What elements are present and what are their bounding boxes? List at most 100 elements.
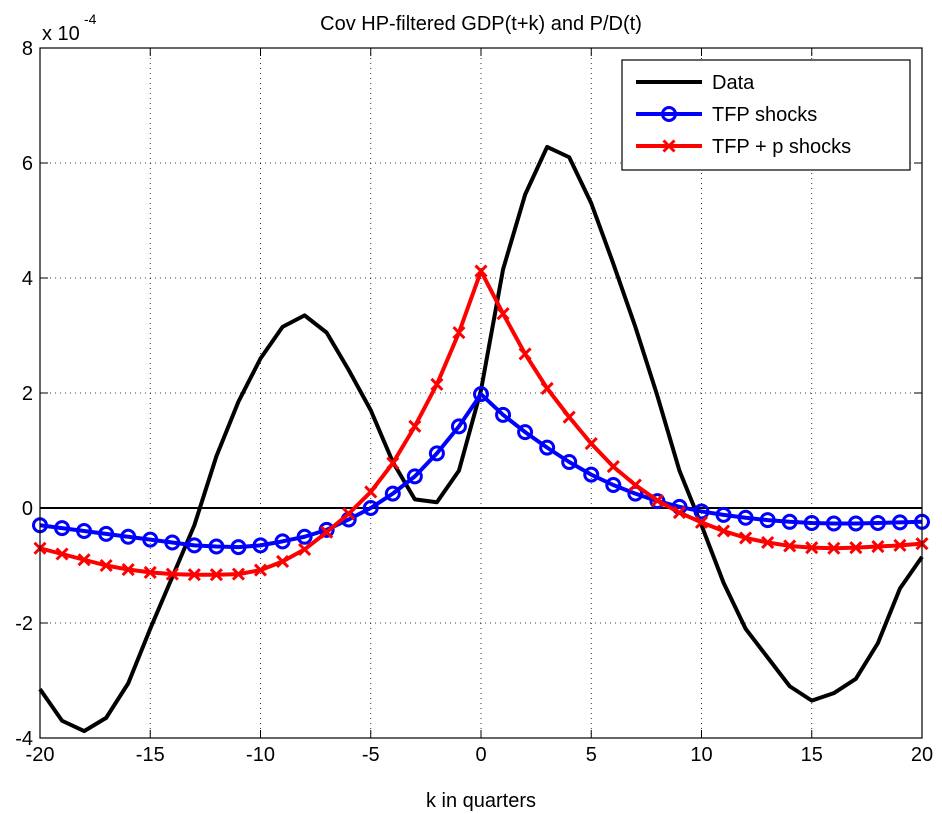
data-point-tfp-p-shocks [871, 539, 885, 554]
legend-label: Data [712, 72, 755, 94]
scale-factor-exponent: -4 [84, 11, 97, 27]
data-point-tfp-shocks [54, 520, 71, 537]
data-point-tfp-p-shocks [694, 515, 709, 529]
data-point-tfp-shocks [450, 418, 467, 435]
data-point-tfp-p-shocks [430, 377, 444, 391]
data-point-tfp-p-shocks [320, 525, 334, 539]
data-point-tfp-p-shocks [77, 553, 91, 567]
data-point-tfp-p-shocks [606, 460, 620, 474]
legend: Data TFP shocks TFP + p shocks [621, 59, 911, 171]
data-point-tfp-shocks [473, 386, 489, 403]
data-point-tfp-shocks [825, 515, 842, 532]
x-tick-label: 5 [586, 744, 597, 766]
data-point-tfp-shocks [230, 539, 247, 556]
data-point-tfp-shocks [318, 521, 335, 538]
data-point-tfp-shocks [759, 512, 776, 529]
data-point-tfp-p-shocks [364, 485, 378, 499]
series-tfp-shocks [32, 386, 930, 556]
legend-marker [661, 106, 677, 122]
data-point-tfp-p-shocks [209, 568, 223, 582]
data-point-tfp-p-shocks [452, 326, 466, 340]
data-point-tfp-p-shocks [165, 567, 179, 581]
data-point-tfp-shocks [208, 538, 225, 555]
data-point-tfp-p-shocks [187, 568, 201, 582]
data-point-tfp-p-shocks [55, 547, 69, 561]
x-tick-label: -5 [362, 744, 380, 766]
x-tick-label: 0 [475, 744, 486, 766]
data-point-tfp-shocks [649, 493, 666, 510]
y-tick-label: 2 [22, 383, 33, 405]
data-point-tfp-shocks [583, 466, 600, 483]
data-point-tfp-shocks [406, 468, 423, 485]
data-point-tfp-p-shocks [408, 419, 422, 433]
data-point-tfp-shocks [186, 537, 203, 554]
data-point-tfp-shocks [252, 537, 269, 554]
x-tick-label: -20 [26, 744, 55, 766]
scale-factor: x 10 -4 [42, 11, 97, 45]
data-point-tfp-shocks [891, 514, 908, 531]
data-point-tfp-p-shocks [672, 506, 687, 520]
y-tick-label: -2 [15, 613, 33, 635]
series-tfp-p-shocks [33, 264, 929, 582]
data-point-tfp-p-shocks [540, 381, 554, 395]
legend-item-data: Data [636, 72, 755, 94]
legend-marker [662, 139, 676, 153]
y-tick-label: 6 [22, 153, 33, 175]
legend-label: TFP + p shocks [712, 136, 851, 158]
y-tick-label: -4 [15, 728, 33, 750]
scale-factor-base: x 10 [42, 23, 80, 45]
data-point-tfp-shocks [517, 424, 534, 441]
data-point-tfp-p-shocks [893, 538, 907, 552]
data-point-tfp-p-shocks [739, 531, 753, 545]
data-point-tfp-p-shocks [716, 524, 731, 538]
data-point-tfp-shocks [715, 506, 732, 523]
y-tick-label: 0 [22, 498, 33, 520]
data-point-tfp-shocks [605, 477, 622, 493]
data-point-tfp-p-shocks [562, 410, 576, 424]
y-tick-label: 4 [22, 268, 33, 290]
data-point-tfp-p-shocks [99, 558, 113, 573]
data-point-tfp-p-shocks [518, 347, 532, 361]
data-point-tfp-shocks [869, 514, 886, 531]
data-point-tfp-shocks [98, 525, 115, 542]
data-point-tfp-shocks [384, 485, 401, 502]
data-point-tfp-shocks [847, 515, 864, 532]
x-tick-label: 15 [801, 744, 823, 766]
data-point-tfp-shocks [142, 531, 159, 548]
data-point-tfp-p-shocks [121, 562, 135, 577]
data-point-tfp-p-shocks [253, 563, 268, 577]
data-point-tfp-p-shocks [275, 554, 290, 569]
data-point-tfp-shocks [274, 533, 291, 550]
data-point-tfp-shocks [803, 514, 820, 531]
x-axis-label: k in quarters [426, 790, 536, 812]
data-point-tfp-p-shocks [231, 567, 246, 581]
data-point-tfp-shocks [296, 528, 313, 545]
data-point-tfp-p-shocks [386, 456, 400, 470]
x-tick-label: 20 [911, 744, 933, 766]
x-tick-label: -15 [136, 744, 165, 766]
data-point-tfp-p-shocks [474, 264, 488, 278]
data-point-tfp-shocks [737, 509, 754, 526]
data-point-tfp-p-shocks [342, 507, 356, 521]
data-point-tfp-p-shocks [298, 542, 312, 556]
y-tick-label: 8 [22, 38, 33, 60]
data-point-tfp-shocks [539, 439, 556, 456]
legend-item-tfp-shocks: TFP shocks [636, 104, 817, 126]
x-tick-label: -10 [246, 744, 275, 766]
chart-title: Cov HP-filtered GDP(t+k) and P/D(t) [320, 13, 642, 35]
data-point-tfp-p-shocks [761, 535, 775, 550]
data-point-tfp-p-shocks [805, 541, 819, 555]
series-layer [32, 144, 930, 734]
x-tick-label: 10 [690, 744, 712, 766]
data-point-tfp-shocks [561, 454, 578, 470]
data-point-tfp-p-shocks [496, 307, 510, 321]
data-point-tfp-shocks [495, 406, 512, 423]
data-point-tfp-shocks [164, 534, 181, 551]
data-point-tfp-p-shocks [827, 541, 841, 555]
data-point-tfp-p-shocks [650, 493, 664, 508]
data-point-tfp-p-shocks [584, 437, 598, 451]
data-point-tfp-p-shocks [783, 539, 797, 553]
data-point-tfp-shocks [693, 503, 710, 520]
